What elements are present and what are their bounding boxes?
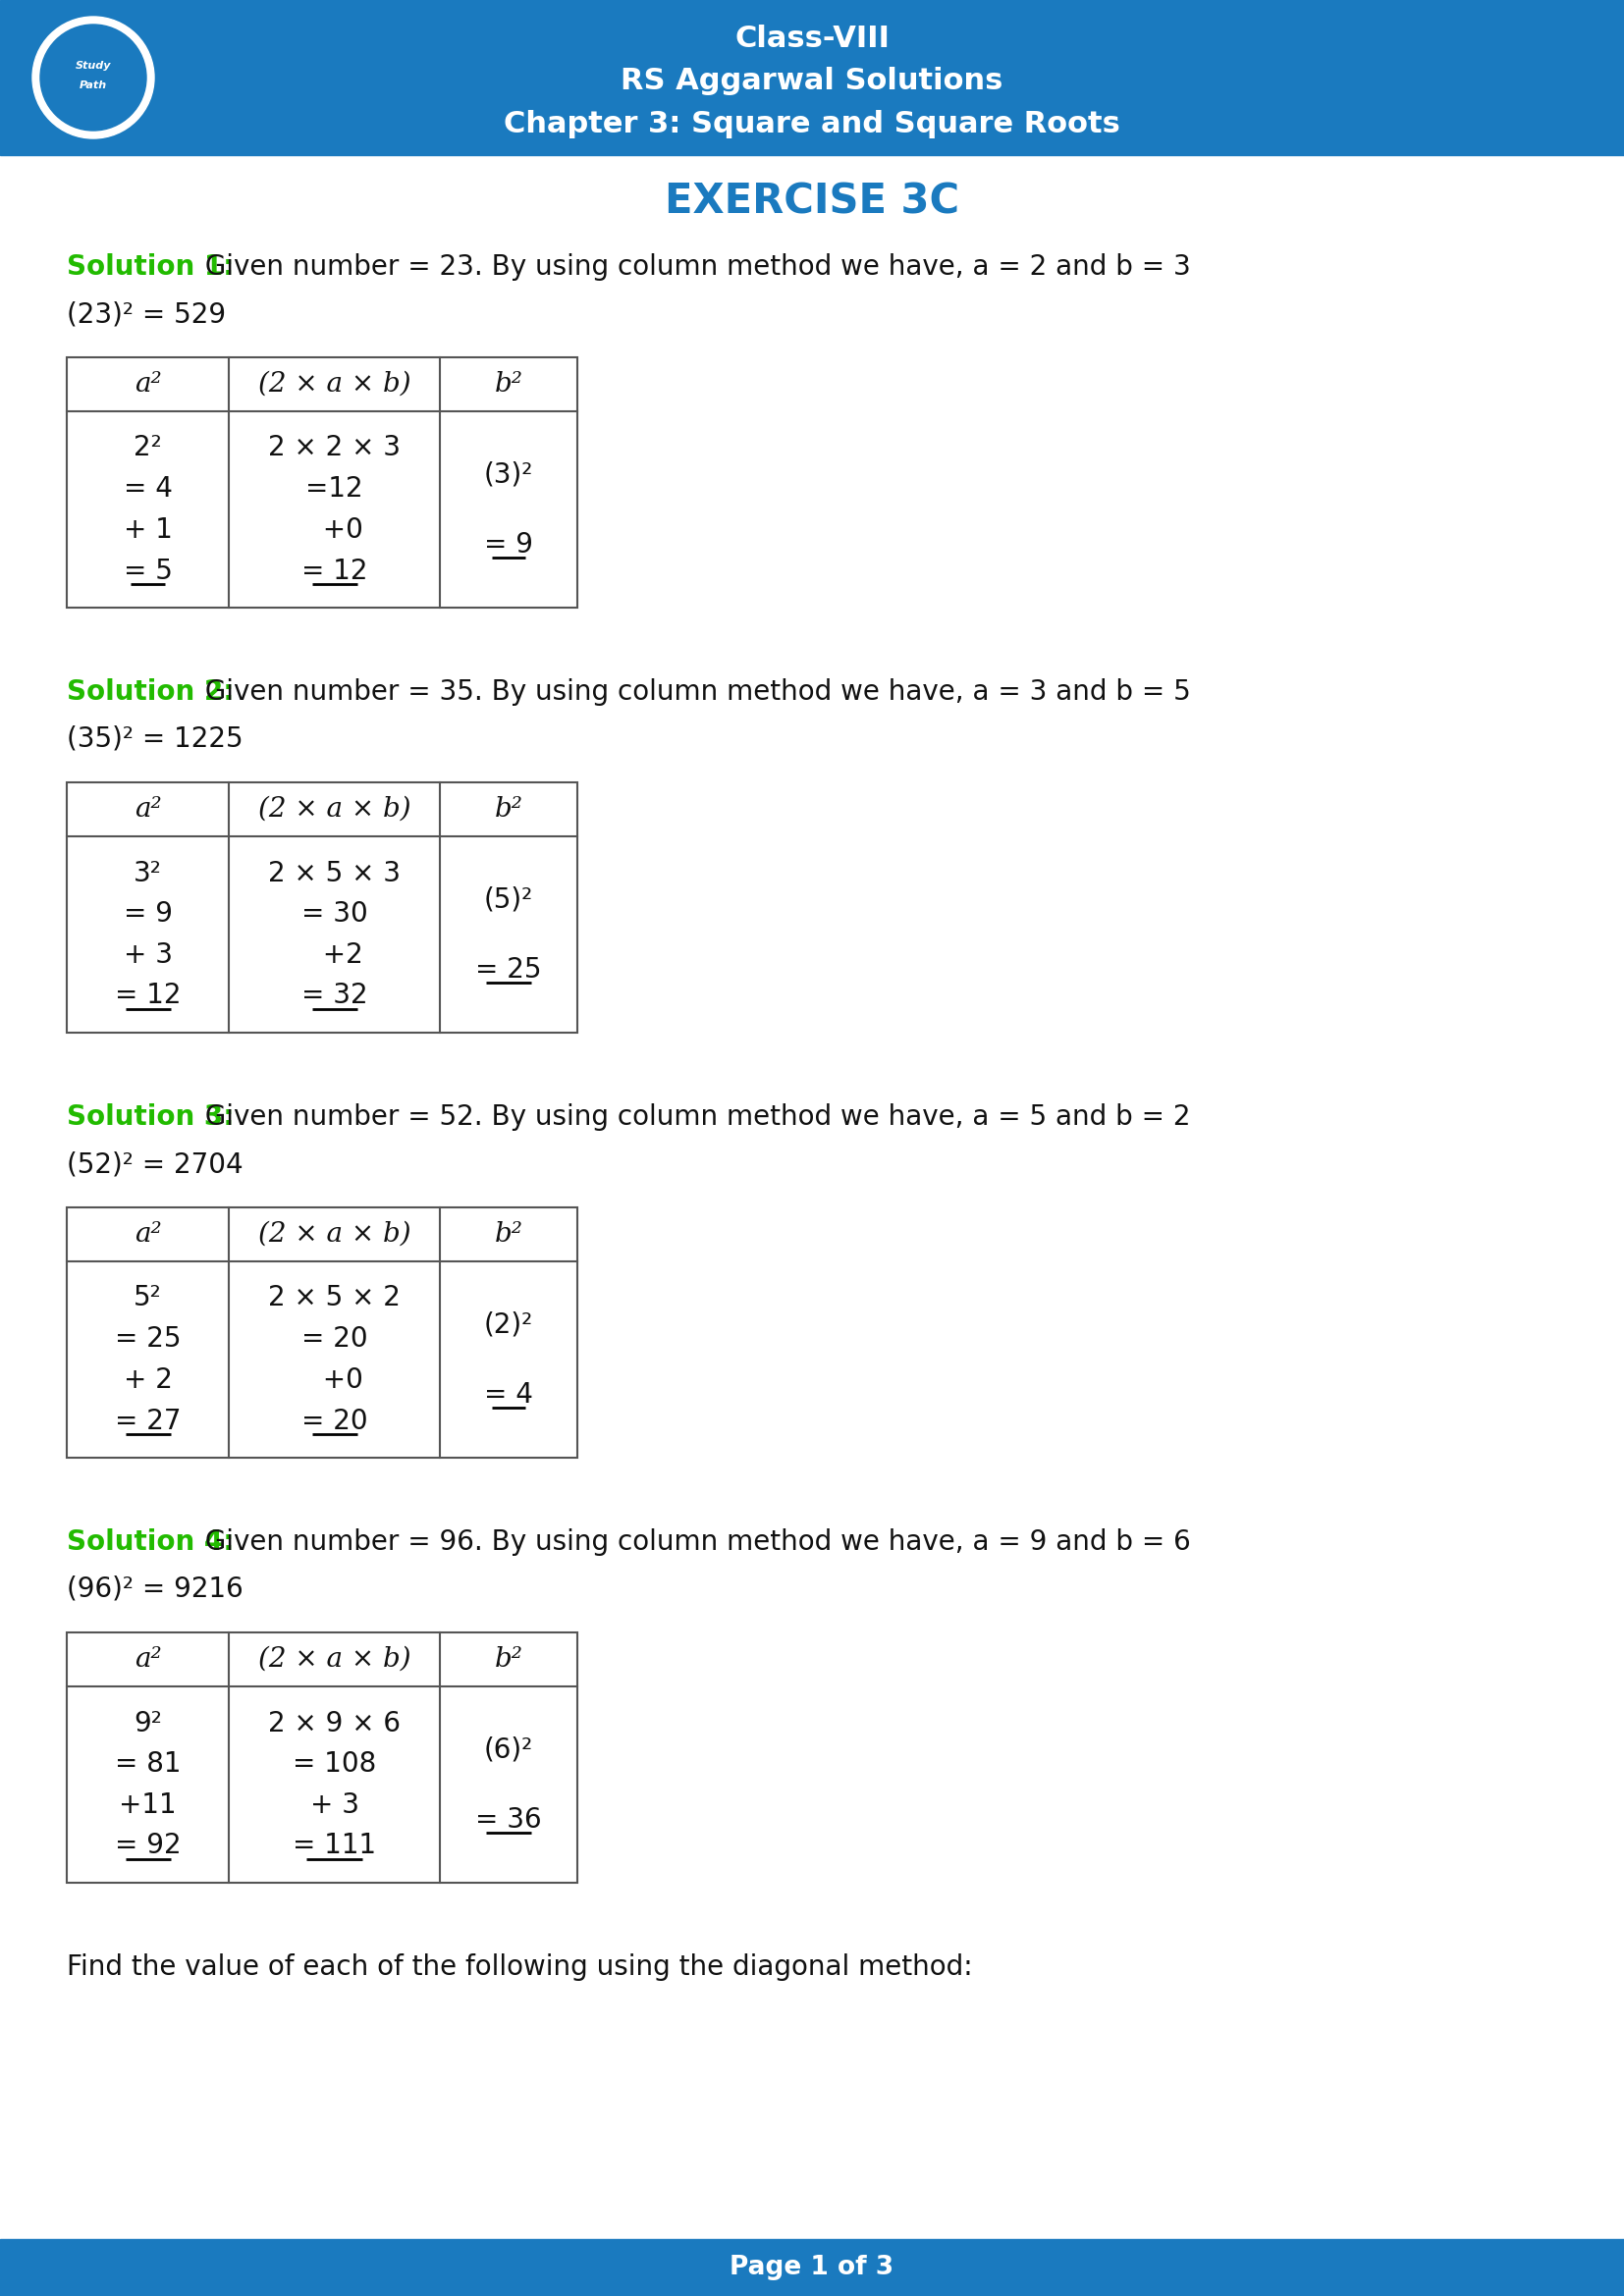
Bar <box>67 358 578 608</box>
Text: a²: a² <box>135 797 161 822</box>
Text: = 9: = 9 <box>484 530 533 558</box>
Text: 5²: 5² <box>133 1283 162 1311</box>
Text: = 12: = 12 <box>115 983 180 1010</box>
Text: EXERCISE 3C: EXERCISE 3C <box>664 181 960 223</box>
Text: +0: +0 <box>305 517 364 544</box>
Text: a²: a² <box>135 1646 161 1674</box>
Text: + 3: + 3 <box>123 941 172 969</box>
Bar <box>67 1208 578 1458</box>
Text: (2)²: (2)² <box>484 1311 533 1339</box>
Text: +11: +11 <box>119 1791 177 1818</box>
Bar <box>0 2239 1624 2296</box>
Text: a²: a² <box>135 1221 161 1247</box>
Text: RS Aggarwal Solutions: RS Aggarwal Solutions <box>620 67 1004 94</box>
Text: 3²: 3² <box>133 859 162 886</box>
Text: = 92: = 92 <box>115 1832 180 1860</box>
Text: b²: b² <box>494 372 523 397</box>
Text: = 12: = 12 <box>300 558 367 585</box>
Text: =12: =12 <box>305 475 364 503</box>
Text: Given number = 96. By using column method we have, a = 9 and b = 6: Given number = 96. By using column metho… <box>197 1529 1190 1557</box>
Text: = 4: = 4 <box>484 1380 533 1407</box>
Text: 2 × 5 × 3: 2 × 5 × 3 <box>268 859 401 886</box>
Text: b²: b² <box>494 797 523 822</box>
Text: 9²: 9² <box>133 1711 162 1738</box>
Text: = 20: = 20 <box>300 1325 367 1352</box>
Text: b²: b² <box>494 1221 523 1247</box>
Text: Solution 3:: Solution 3: <box>67 1104 234 1132</box>
Text: Study: Study <box>75 62 110 71</box>
Text: 2²: 2² <box>133 434 162 461</box>
Text: (2 × a × b): (2 × a × b) <box>258 1646 411 1674</box>
Text: Find the value of each of the following using the diagonal method:: Find the value of each of the following … <box>67 1954 973 1981</box>
Text: = 25: = 25 <box>476 955 542 983</box>
Text: 2 × 2 × 3: 2 × 2 × 3 <box>268 434 401 461</box>
Text: = 30: = 30 <box>300 900 367 928</box>
Text: +2: +2 <box>305 941 364 969</box>
Text: +0: +0 <box>305 1366 364 1394</box>
Text: Solution 2:: Solution 2: <box>67 677 234 705</box>
Text: = 25: = 25 <box>115 1325 180 1352</box>
Text: = 81: = 81 <box>115 1750 180 1777</box>
Text: + 2: + 2 <box>123 1366 172 1394</box>
Circle shape <box>32 16 154 138</box>
Text: Path: Path <box>80 80 107 90</box>
Bar <box>67 783 578 1033</box>
Text: = 27: = 27 <box>115 1407 180 1435</box>
Bar <box>0 0 1624 156</box>
Text: + 1: + 1 <box>123 517 172 544</box>
Text: = 108: = 108 <box>292 1750 377 1777</box>
Text: Page 1 of 3: Page 1 of 3 <box>729 2255 895 2280</box>
Text: = 111: = 111 <box>292 1832 377 1860</box>
Text: b²: b² <box>494 1646 523 1674</box>
Text: Given number = 23. By using column method we have, a = 2 and b = 3: Given number = 23. By using column metho… <box>197 253 1190 280</box>
Circle shape <box>41 25 146 131</box>
Text: = 32: = 32 <box>300 983 367 1010</box>
Bar <box>67 1632 578 1883</box>
Text: a²: a² <box>135 372 161 397</box>
Text: (2 × a × b): (2 × a × b) <box>258 372 411 397</box>
Text: (6)²: (6)² <box>484 1736 533 1763</box>
Text: (23)² = 529: (23)² = 529 <box>67 301 226 328</box>
Text: = 36: = 36 <box>476 1807 542 1835</box>
Text: = 4: = 4 <box>123 475 172 503</box>
Text: + 3: + 3 <box>310 1791 359 1818</box>
Text: 2 × 9 × 6: 2 × 9 × 6 <box>268 1711 401 1738</box>
Text: (2 × a × b): (2 × a × b) <box>258 797 411 822</box>
Text: = 9: = 9 <box>123 900 172 928</box>
Text: Given number = 52. By using column method we have, a = 5 and b = 2: Given number = 52. By using column metho… <box>197 1104 1190 1132</box>
Text: Given number = 35. By using column method we have, a = 3 and b = 5: Given number = 35. By using column metho… <box>197 677 1190 705</box>
Text: (5)²: (5)² <box>484 886 533 914</box>
Text: Class-VIII: Class-VIII <box>734 25 890 53</box>
Text: (96)² = 9216: (96)² = 9216 <box>67 1575 244 1603</box>
Text: (3)²: (3)² <box>484 461 533 489</box>
Text: 2 × 5 × 2: 2 × 5 × 2 <box>268 1283 401 1311</box>
Text: (2 × a × b): (2 × a × b) <box>258 1221 411 1247</box>
Text: (52)² = 2704: (52)² = 2704 <box>67 1150 244 1178</box>
Text: Solution 1:: Solution 1: <box>67 253 234 280</box>
Text: (35)² = 1225: (35)² = 1225 <box>67 726 244 753</box>
Text: = 20: = 20 <box>300 1407 367 1435</box>
Text: Solution 4:: Solution 4: <box>67 1529 234 1557</box>
Text: = 5: = 5 <box>123 558 172 585</box>
Text: Chapter 3: Square and Square Roots: Chapter 3: Square and Square Roots <box>503 110 1121 138</box>
